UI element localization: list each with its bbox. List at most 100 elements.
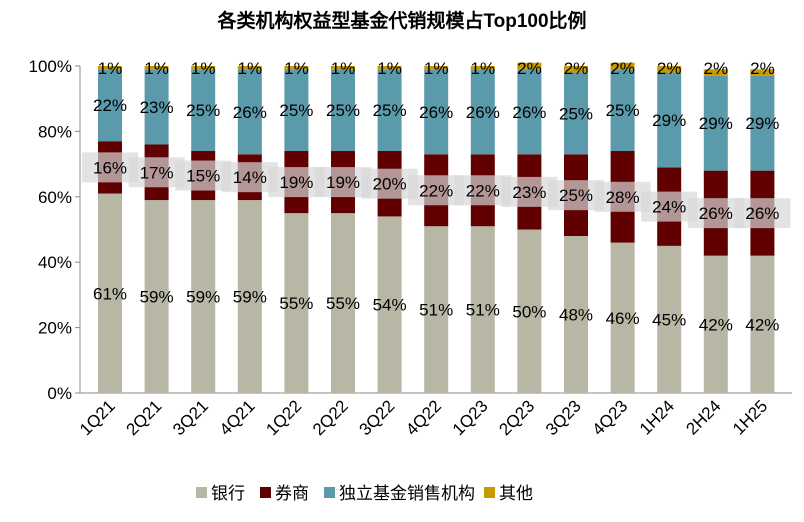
data-label: 1%	[144, 59, 169, 78]
x-tick-label: 3Q22	[356, 396, 399, 439]
bar-segment-0	[610, 242, 635, 393]
y-tick-label: 80%	[38, 122, 72, 141]
data-label: 15%	[186, 167, 220, 186]
data-label: 54%	[373, 296, 407, 315]
x-tick-label: 4Q22	[402, 396, 445, 439]
bar-segment-0	[144, 200, 169, 393]
data-label: 28%	[606, 188, 640, 207]
bar-segment-3	[98, 66, 122, 70]
x-tick-label: 4Q21	[216, 396, 259, 439]
bar-segment-0	[331, 213, 355, 393]
data-label: 25%	[373, 101, 407, 120]
bar-segment-0	[470, 226, 495, 393]
data-label: 51%	[466, 301, 500, 320]
bar-segment-2	[98, 69, 122, 142]
data-label: 1%	[284, 59, 309, 78]
x-tick-label: 3Q21	[169, 396, 212, 439]
data-label: 25%	[326, 101, 360, 120]
x-tick-label: 2Q23	[495, 396, 538, 439]
bar-segment-3	[331, 66, 355, 70]
data-label: 16%	[93, 158, 127, 177]
bar-segment-0	[517, 229, 542, 393]
x-tick-label: 1Q21	[76, 396, 119, 439]
bar-segment-0	[98, 193, 122, 393]
bar-segment-2	[377, 69, 402, 152]
bar-segment-2	[750, 75, 775, 171]
data-label: 61%	[93, 284, 127, 303]
x-tick-label: 4Q23	[589, 396, 632, 439]
data-label: 59%	[186, 288, 220, 307]
bar-segment-3	[470, 66, 495, 70]
data-label: 46%	[606, 309, 640, 328]
data-label: 2%	[750, 59, 775, 78]
data-label: 48%	[559, 306, 593, 325]
legend-swatch-2	[324, 487, 335, 498]
data-label: 23%	[512, 183, 546, 202]
y-tick-label: 100%	[29, 57, 72, 76]
bar-segment-3	[703, 69, 728, 76]
data-label: 19%	[326, 173, 360, 192]
bar-segment-2	[610, 69, 635, 152]
data-label: 22%	[466, 181, 500, 200]
data-label: 25%	[606, 101, 640, 120]
bar-segment-2	[237, 69, 262, 155]
data-label: 29%	[652, 111, 686, 130]
bar-segment-2	[331, 69, 355, 152]
bar-segment-0	[657, 245, 682, 393]
bar-segment-2	[564, 72, 588, 155]
data-label: 55%	[326, 294, 360, 313]
data-label: 25%	[279, 101, 313, 120]
legend-swatch-3	[484, 487, 495, 498]
data-label: 26%	[699, 204, 733, 223]
bar-segment-2	[703, 75, 728, 171]
x-tick-label: 1Q23	[449, 396, 492, 439]
data-label: 20%	[373, 175, 407, 194]
bar-segment-3	[750, 69, 775, 76]
data-label: 25%	[559, 104, 593, 123]
legend-label-2: 独立基金销售机构	[339, 484, 475, 503]
bar-segment-0	[284, 213, 309, 393]
bar-segment-3	[657, 66, 682, 73]
y-tick-label: 40%	[38, 253, 72, 272]
bar-segment-3	[424, 66, 449, 70]
data-label: 26%	[466, 103, 500, 122]
x-tick-label: 1Q22	[262, 396, 305, 439]
data-label: 25%	[559, 186, 593, 205]
data-label: 26%	[512, 103, 546, 122]
data-label: 42%	[699, 315, 733, 334]
data-label: 17%	[140, 163, 174, 182]
bar-segment-0	[377, 216, 402, 393]
data-label: 1%	[331, 59, 356, 78]
x-tick-label: 2H24	[682, 396, 724, 438]
data-label: 22%	[93, 96, 127, 115]
x-tick-label: 1H24	[636, 396, 678, 438]
data-label: 24%	[652, 198, 686, 217]
bar-segment-0	[750, 255, 775, 393]
data-label: 29%	[699, 114, 733, 133]
x-tick-label: 2Q22	[309, 396, 352, 439]
data-label: 25%	[186, 101, 220, 120]
data-label: 1%	[191, 59, 216, 78]
data-label: 26%	[745, 204, 779, 223]
data-label: 59%	[233, 288, 267, 307]
bar-segment-0	[237, 200, 262, 393]
data-label: 45%	[652, 310, 686, 329]
data-label: 59%	[140, 288, 174, 307]
bar-segment-2	[517, 69, 542, 155]
bar-segment-0	[191, 200, 216, 393]
legend-label-0: 银行	[211, 484, 245, 503]
bar-segment-3	[284, 66, 309, 70]
data-label-highlight	[734, 198, 791, 229]
data-label: 42%	[745, 315, 779, 334]
data-label: 26%	[419, 103, 453, 122]
data-label: 22%	[419, 181, 453, 200]
y-tick-label: 60%	[38, 188, 72, 207]
bar-segment-0	[424, 226, 449, 393]
y-tick-label: 0%	[47, 384, 72, 403]
chart-title: 各类机构权益型基金代销规模占Top100比例	[216, 9, 586, 32]
x-tick-label: 2Q21	[123, 396, 166, 439]
data-label: 1%	[98, 59, 123, 78]
bar-segment-2	[424, 69, 449, 155]
bar-segment-3	[377, 66, 402, 70]
